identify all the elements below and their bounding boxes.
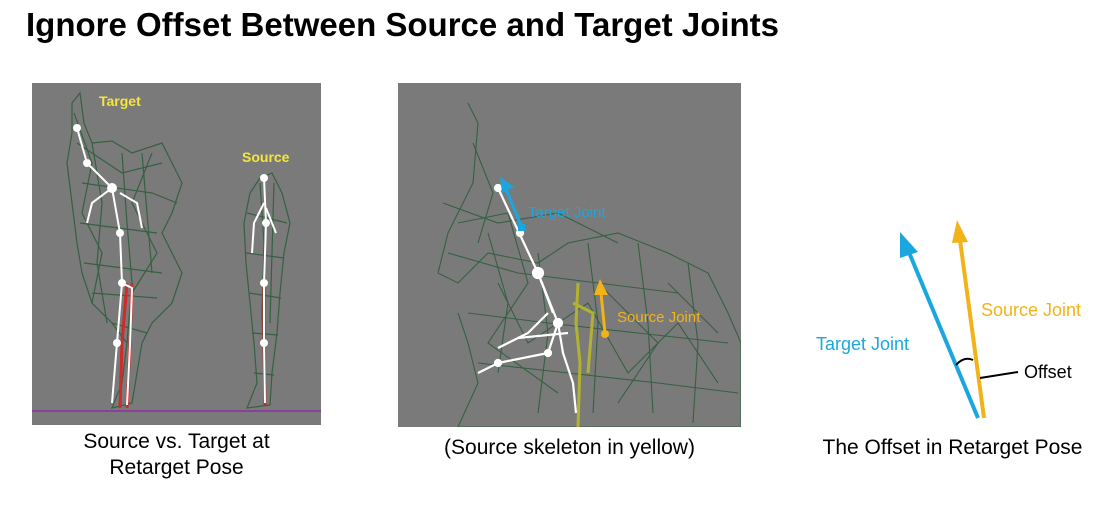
source-skeleton-image: Target Joint Source Joint	[398, 83, 741, 427]
mesh-closeup	[437, 102, 741, 427]
target-label: Target	[99, 93, 141, 109]
offset-angle-arc	[955, 357, 974, 366]
offset-pointer-line	[979, 371, 1019, 379]
source-joint-arrow	[952, 220, 986, 419]
middle-target-joint-label: Target Joint	[528, 204, 606, 221]
middle-source-joint-label: Source Joint	[617, 309, 701, 326]
right-target-joint-label: Target Joint	[816, 334, 910, 354]
middle-source-arrow	[594, 279, 609, 338]
left-caption-line1: Source vs. Target at	[83, 430, 270, 453]
middle-target-arrow	[500, 177, 525, 231]
page-title: Ignore Offset Between Source and Target …	[26, 6, 780, 43]
target-joint-arrow	[900, 232, 980, 419]
right-caption: The Offset in Retarget Pose	[822, 436, 1083, 459]
mesh-figures	[32, 91, 321, 412]
offset-label: Offset	[1024, 362, 1072, 382]
left-caption-line2: Retarget Pose	[109, 456, 244, 479]
middle-caption: (Source skeleton in yellow)	[444, 436, 695, 459]
source-vs-target-image: Target Source	[32, 83, 321, 425]
source-label: Source	[242, 149, 290, 165]
offset-diagram	[900, 220, 1019, 419]
left-caption: Source vs. Target at Retarget Pose	[32, 429, 321, 481]
right-source-joint-label: Source Joint	[981, 300, 1082, 320]
